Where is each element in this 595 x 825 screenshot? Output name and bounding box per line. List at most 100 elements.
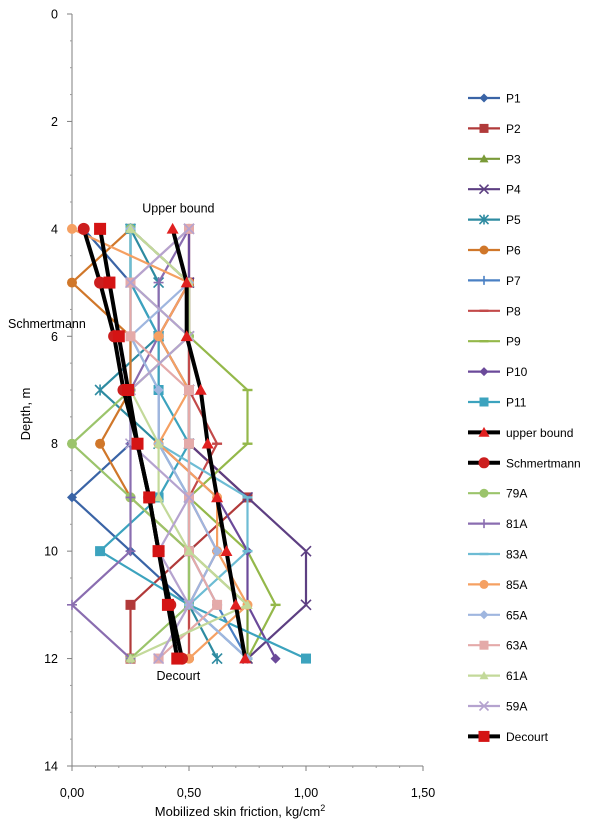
data-point — [239, 652, 252, 664]
data-point — [125, 492, 136, 503]
legend-label: P3 — [506, 152, 521, 166]
legend-marker — [478, 457, 490, 469]
legend-item: 63A — [468, 639, 527, 653]
data-point — [229, 598, 242, 610]
data-point — [300, 545, 312, 557]
y-tick-label: 4 — [51, 222, 58, 236]
legend-marker — [479, 579, 489, 589]
legend-label: P8 — [506, 304, 521, 318]
legend-marker — [478, 700, 490, 712]
data-point — [67, 438, 77, 449]
legend-item: P9 — [468, 335, 521, 349]
y-tick-label: 10 — [44, 545, 58, 559]
series-decourt — [94, 222, 184, 665]
data-point — [94, 222, 107, 235]
data-point — [171, 652, 184, 665]
legend-marker — [478, 184, 490, 195]
legend-item: P11 — [468, 396, 527, 410]
legend-marker — [478, 214, 490, 225]
legend-label: Decourt — [506, 730, 549, 744]
data-point — [180, 330, 193, 342]
x-tick-label: 1,00 — [294, 786, 318, 800]
x-tick-label: 1,50 — [411, 786, 435, 800]
legend-label: P10 — [506, 365, 528, 379]
x-tick-label: 0,00 — [60, 786, 84, 800]
legend-marker — [479, 488, 489, 498]
legend-label: Schmertmann — [506, 456, 581, 470]
legend-label: 83A — [506, 548, 527, 562]
legend-marker — [479, 275, 489, 285]
legend-marker — [479, 397, 489, 407]
legend-item: P4 — [468, 183, 521, 197]
y-tick-label: 6 — [51, 330, 58, 344]
data-point — [153, 653, 165, 665]
series-p9 — [125, 227, 281, 660]
data-point — [184, 546, 194, 556]
legend-marker — [478, 730, 490, 742]
data-point — [125, 223, 136, 233]
legend-marker — [478, 426, 490, 437]
data-point — [153, 277, 164, 288]
y-tick-label: 0 — [51, 8, 58, 22]
data-point — [153, 331, 164, 342]
data-point — [112, 330, 125, 343]
legend-label: 59A — [506, 700, 527, 714]
data-point — [301, 653, 311, 664]
legend-label: P9 — [506, 335, 521, 349]
data-point — [125, 599, 136, 610]
data-point — [124, 277, 137, 289]
y-tick-label: 8 — [51, 437, 58, 451]
legend-item: Decourt — [468, 730, 549, 744]
x-axis-title: Mobilized skin friction, kg/cm2 — [155, 803, 325, 819]
legend-label: P11 — [506, 396, 527, 410]
legend-item: P7 — [468, 274, 521, 288]
data-point — [153, 438, 164, 448]
y-tick-label: 2 — [51, 115, 58, 129]
annotation-label: Decourt — [156, 669, 200, 683]
series-line — [129, 228, 277, 660]
data-point — [183, 599, 195, 611]
data-point — [211, 491, 224, 503]
data-point — [94, 276, 107, 289]
legend-marker — [479, 93, 489, 103]
legend-item: 79A — [468, 487, 527, 501]
data-point — [212, 546, 223, 557]
data-point — [95, 546, 106, 557]
legend-item: P2 — [468, 122, 521, 136]
legend-item: P1 — [468, 92, 521, 106]
legend-item: P10 — [468, 365, 528, 379]
y-axis-title: Depth, m — [18, 388, 33, 441]
legend-item: P5 — [468, 213, 521, 227]
data-point — [184, 385, 194, 395]
chart-ticks: 0 2 4 6 8 10 12 140,00 0,50 1,00 1,50 — [44, 8, 435, 801]
data-point — [143, 491, 156, 504]
data-point — [166, 222, 179, 234]
data-point — [131, 437, 144, 450]
data-point — [201, 437, 214, 449]
data-point — [212, 599, 223, 610]
annotation-label: Upper bound — [142, 202, 214, 216]
data-point — [77, 222, 90, 235]
data-point — [183, 491, 195, 503]
legend-label: 65A — [506, 608, 527, 622]
legend-marker — [479, 671, 489, 680]
y-tick-label: 12 — [44, 652, 58, 666]
legend-label: 81A — [506, 517, 527, 531]
legend-item: 83A — [468, 548, 527, 562]
data-point — [153, 385, 164, 395]
data-point — [125, 546, 136, 557]
data-point — [300, 599, 312, 611]
legend-label: 63A — [506, 639, 527, 653]
legend-marker — [479, 519, 489, 529]
chart-series — [67, 222, 312, 665]
legend-label: 79A — [506, 487, 527, 501]
legend-item: Schmertmann — [468, 456, 581, 470]
data-point — [153, 492, 164, 502]
legend-label: P7 — [506, 274, 521, 288]
data-point — [95, 438, 106, 449]
data-point — [67, 492, 77, 503]
legend-item: 59A — [468, 700, 527, 714]
legend-item: P6 — [468, 244, 521, 258]
data-point — [122, 384, 135, 396]
